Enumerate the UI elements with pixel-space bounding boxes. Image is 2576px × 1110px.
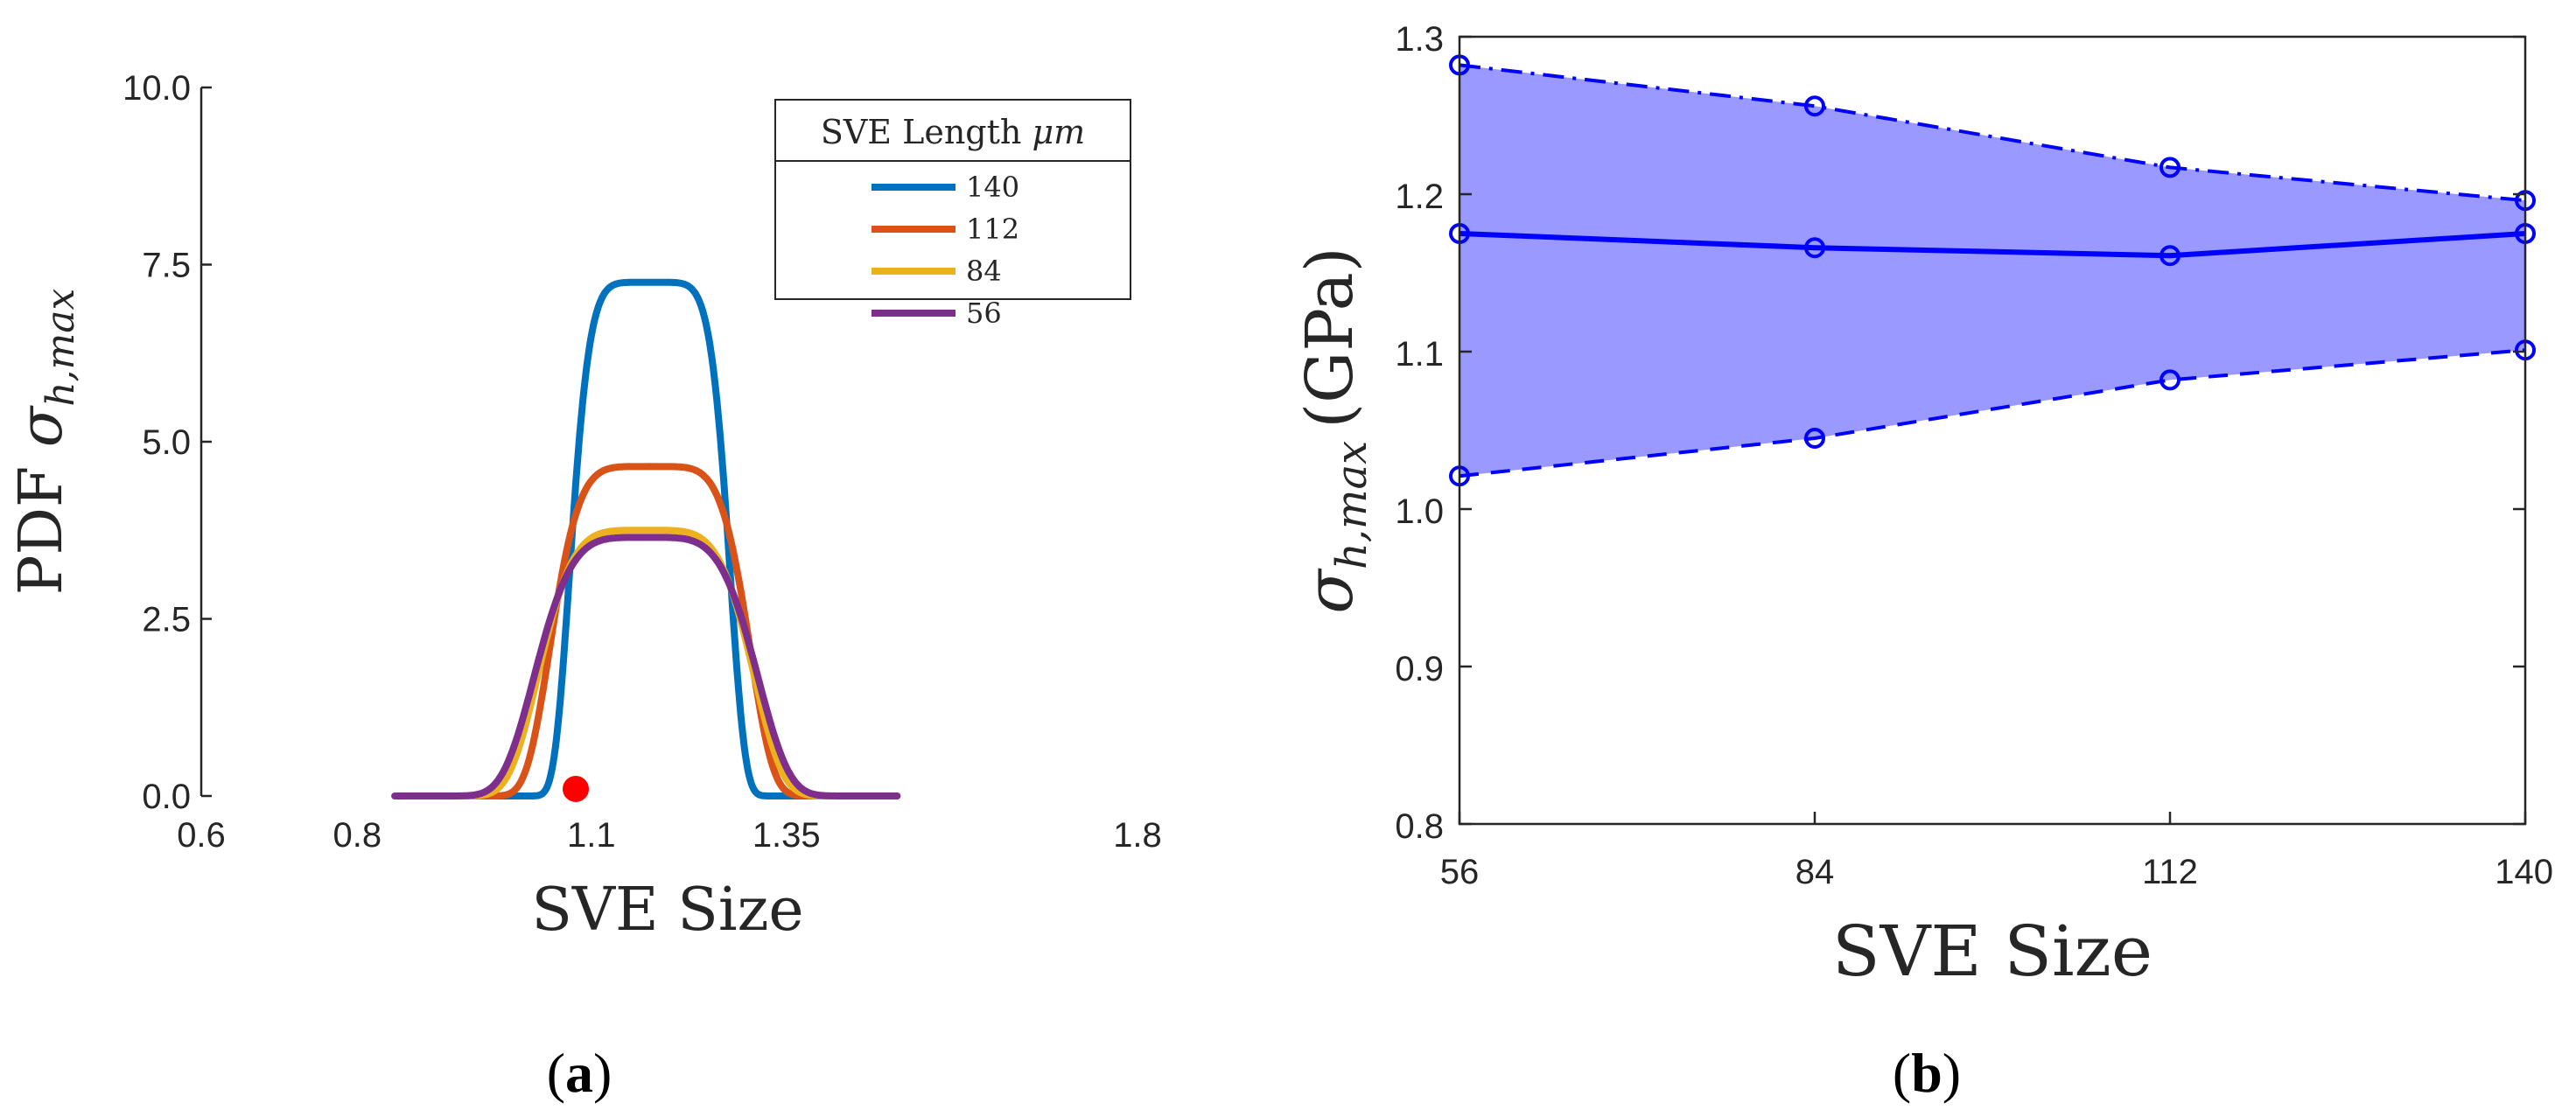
- pdf-curve-84: [400, 527, 892, 799]
- series-line-lower: [1459, 348, 2526, 478]
- panel-b-axes-box: [1458, 35, 2527, 826]
- panel-b-x-tick-label: 56: [1440, 853, 1480, 891]
- panel-b-x-tick-label: 112: [2142, 853, 2198, 891]
- panel-b-y-label-subscript: h,max: [1327, 441, 1376, 569]
- panel-a-x-tick-label: 0.6: [177, 816, 226, 855]
- panel-a-x-axis-label: SVE Size: [531, 876, 803, 945]
- panel-b-y-tick-label: 1.2: [1395, 178, 1444, 216]
- panel-a-y-tick-label: 7.5: [142, 247, 191, 285]
- panel-b-x-tick-label: 140: [2495, 853, 2553, 891]
- legend-entry-label: 140: [966, 171, 1019, 204]
- panel-b-y-tick-label: 1.3: [1395, 20, 1444, 59]
- legend-entry-label: 112: [966, 213, 1019, 246]
- panel-b-y-tick-label: 1.0: [1395, 492, 1444, 531]
- pdf-curve-56: [391, 534, 901, 799]
- legend-title-unit: μm: [1032, 113, 1085, 151]
- panel-a-letter: a: [565, 1042, 593, 1104]
- panel-b-y-label-symbol: σ: [1292, 568, 1368, 614]
- point-mean: [2160, 245, 2180, 267]
- panel-a-x-tick-label: 0.8: [333, 816, 382, 855]
- pdf-curve-140: [466, 278, 833, 799]
- panel-b-chart: 0.8 0.9 1.0 1.1 1.2 1.3 56 84 112 140 SVE Size σ…: [1292, 20, 2553, 992]
- legend-title-prefix: SVE Length: [821, 113, 1032, 151]
- point-lower: [1804, 428, 1825, 449]
- panel-a-y-axis-label: PDF σh,max: [7, 289, 83, 596]
- legend-box: [774, 99, 1131, 300]
- panel-a-y-label-subscript: h,max: [38, 289, 83, 407]
- panel-a-x-tick-label: 1.35: [752, 816, 821, 855]
- panel-b-letter: b: [1911, 1042, 1942, 1104]
- point-lower: [2160, 369, 2180, 391]
- panel-a-y-label-symbol: σ: [7, 405, 76, 447]
- panel-b-y-axis-label: σh,max (GPa): [1292, 247, 1376, 613]
- panel-b-x-axis-label: SVE Size: [1832, 911, 2152, 992]
- legend-title: SVE Length μm: [821, 113, 1085, 151]
- panel-b-y-tick-label: 1.1: [1395, 335, 1444, 373]
- panel-a-y-tick-label: 2.5: [142, 601, 191, 639]
- panel-b-x-tick-label: 84: [1796, 853, 1835, 891]
- series-line-mean: [1459, 231, 2526, 259]
- panel-a-x-tick-label: 1.1: [567, 816, 616, 855]
- legend: SVE Length μm 140 112 84 56: [774, 99, 1131, 330]
- panel-a-y-tick-label: 10.0: [122, 69, 191, 108]
- panel-a-x-tick-label: 1.8: [1113, 816, 1162, 855]
- legend-entry-label: 84: [966, 255, 1002, 288]
- panel-a-y-label-prefix: PDF: [7, 447, 76, 595]
- point-upper: [1804, 95, 1825, 117]
- series-line-upper: [1459, 63, 2526, 203]
- panel-b-y-tick-label: 0.8: [1395, 807, 1444, 846]
- pdf-curve-112: [422, 463, 878, 799]
- panel-b-label: (b): [1893, 1042, 1961, 1104]
- confidence-band: [1460, 65, 2525, 477]
- panel-a-chart: 0.0 2.5 5.0 7.5 10.0 0.6 0.8 1.1 1.35 1.8 SVE Si…: [7, 69, 1162, 945]
- panel-a-label: (a): [547, 1042, 612, 1104]
- panel-b-y-label-unit: (GPa): [1292, 247, 1368, 428]
- panel-b-y-tick-label: 0.9: [1395, 650, 1444, 688]
- panel-a-y-tick-label: 0.0: [142, 778, 191, 816]
- point-upper: [2160, 157, 2180, 178]
- reference-marker: [563, 775, 589, 802]
- panel-a-y-tick-label: 5.0: [142, 423, 191, 462]
- legend-entry-label: 56: [966, 297, 1002, 330]
- point-mean: [1804, 237, 1825, 259]
